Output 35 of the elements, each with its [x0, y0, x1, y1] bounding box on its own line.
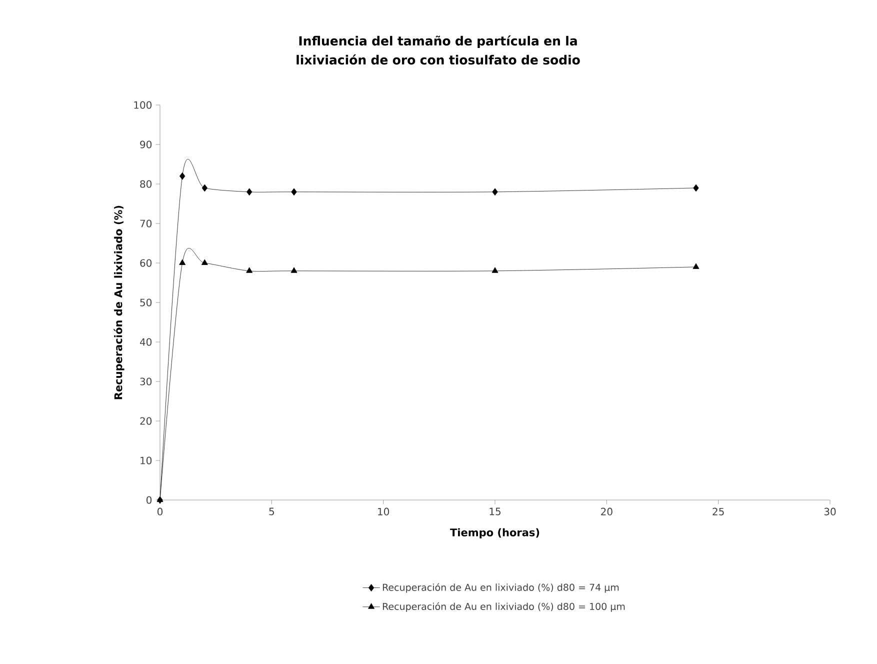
y-tick-label: 0 — [146, 496, 152, 504]
point — [291, 188, 297, 196]
legend-label: Recuperación de Au en lixiviado (%) d80 = 100 µm — [382, 602, 625, 612]
x-tick-label: 30 — [824, 508, 836, 516]
y-tick-label: 10 — [140, 456, 152, 464]
x-tick-label: 10 — [378, 508, 390, 516]
point — [290, 267, 298, 273]
point — [202, 184, 208, 192]
point — [492, 267, 498, 273]
y-tick-label: 100 — [134, 101, 152, 109]
x-tick-label: 15 — [490, 508, 500, 516]
x-tick-label: 5 — [269, 508, 274, 516]
y-axis-title: Recuperación de Au lixiviado (%) — [114, 206, 124, 400]
y-tick-label: 40 — [140, 338, 152, 346]
x-tick-label: 0 — [157, 508, 163, 516]
x-tick-label: 20 — [601, 508, 612, 516]
legend-label: Recuperación de Au en lixiviado (%) d80 = 74 µm — [382, 583, 619, 593]
point — [246, 267, 253, 273]
y-tick-label: 80 — [140, 180, 152, 188]
y-tick-label: 70 — [140, 220, 152, 228]
y-tick-label: 20 — [140, 417, 152, 425]
x-axis-title: Tiempo (horas) — [450, 528, 540, 538]
point — [693, 184, 699, 192]
y-tick-label: 90 — [140, 140, 152, 148]
x-tick-label: 25 — [712, 508, 724, 516]
point — [179, 259, 186, 265]
y-tick-label: 50 — [140, 298, 152, 306]
point — [492, 188, 498, 196]
y-tick-label: 60 — [140, 259, 152, 267]
chart-title: Influencia del tamaño de partícula en la lixiviación de oro con tiosulfato de sodio — [296, 35, 580, 65]
point — [246, 188, 252, 196]
point — [180, 172, 186, 180]
y-tick-label: 30 — [140, 378, 152, 386]
point — [692, 263, 700, 269]
point — [201, 259, 208, 265]
